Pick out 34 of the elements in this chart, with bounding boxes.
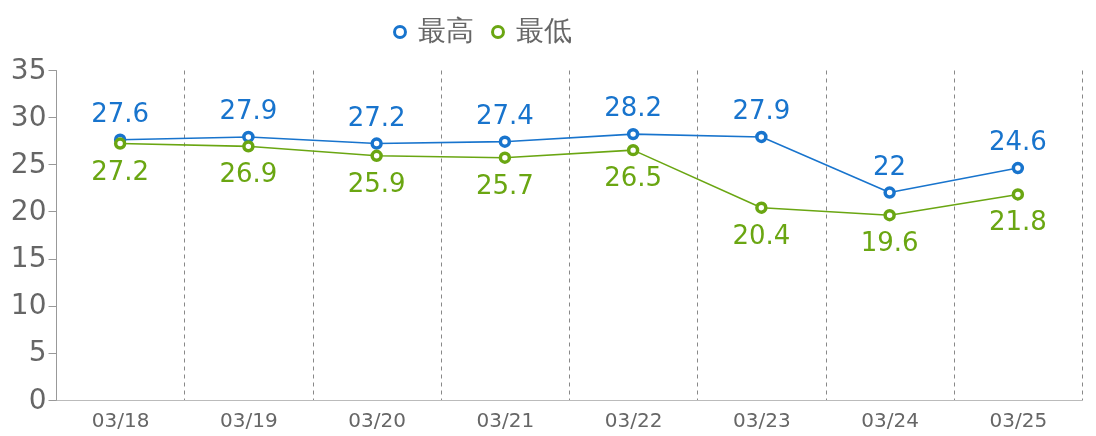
y-tick-label: 15 <box>10 241 47 275</box>
data-label: 27.9 <box>219 94 278 125</box>
data-label: 27.2 <box>91 155 150 186</box>
x-tick-label: 03/22 <box>604 407 663 432</box>
x-tick-label: 03/24 <box>861 407 919 432</box>
data-label: 27.9 <box>732 94 791 125</box>
x-tick-label: 03/18 <box>91 407 150 432</box>
data-label: 26.5 <box>604 162 663 193</box>
x-tick-label: 03/19 <box>220 407 278 432</box>
data-label: 28.2 <box>604 92 663 123</box>
y-tick-label: 5 <box>28 335 47 369</box>
y-tick-label: 30 <box>10 99 47 133</box>
data-label: 27.4 <box>475 99 534 130</box>
data-label: 24.6 <box>988 126 1047 157</box>
data-label: 19.6 <box>860 227 919 258</box>
y-tick-label: 0 <box>28 382 47 416</box>
data-label: 22 <box>873 150 907 181</box>
x-tick-label: 03/25 <box>989 407 1048 432</box>
data-label: 27.6 <box>91 97 150 128</box>
x-tick-label: 03/20 <box>348 407 406 432</box>
y-tick-label: 20 <box>10 193 47 227</box>
data-label: 25.9 <box>347 167 406 198</box>
y-tick-label: 25 <box>10 146 47 180</box>
data-label: 25.7 <box>475 169 534 200</box>
x-tick-label: 03/21 <box>476 407 535 432</box>
data-label: 26.9 <box>219 158 278 189</box>
data-label: 27.2 <box>347 101 406 132</box>
legend-label: 最低 <box>516 14 572 47</box>
y-tick-label: 10 <box>10 288 47 322</box>
legend-label: 最高 <box>418 14 474 47</box>
data-label: 20.4 <box>732 219 791 250</box>
data-label: 21.8 <box>988 206 1047 237</box>
y-tick-label: 35 <box>10 52 47 86</box>
x-tick-label: 03/23 <box>733 407 791 432</box>
